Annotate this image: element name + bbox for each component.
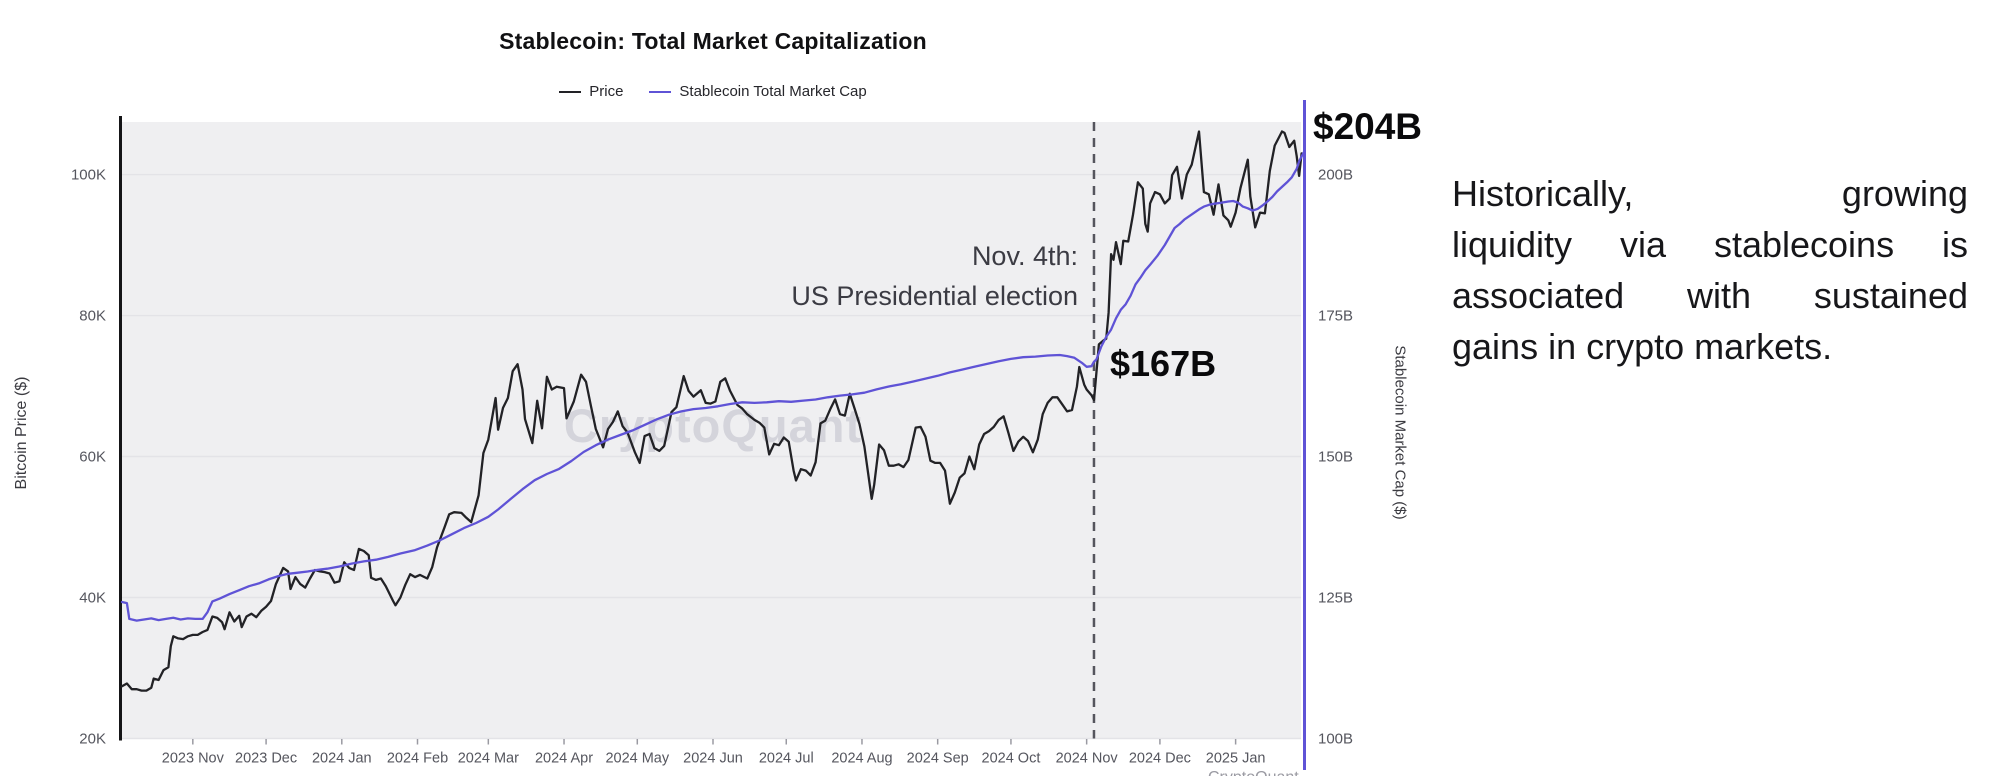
x-tick-label: 2023 Dec xyxy=(235,751,297,767)
stablecoin-cap-line-swatch xyxy=(649,90,672,93)
x-tick-label: 2024 Dec xyxy=(1129,751,1191,767)
legend-item-price: Price xyxy=(559,83,623,100)
chart-legend: Price Stablecoin Total Market Cap xyxy=(122,83,1304,100)
commentary-line: associated with sustained xyxy=(1452,275,1968,316)
x-tick-label: 2024 Mar xyxy=(458,751,519,767)
cropped-credit-text: CryptoQuant xyxy=(1208,769,1299,776)
right-axis-tick-label: 175B xyxy=(1318,307,1353,324)
left-axis-tick-label: 60K xyxy=(79,449,106,466)
x-tick-label: 2025 Jan xyxy=(1206,751,1266,767)
commentary-line: liquidity via stablecoins is xyxy=(1452,224,1968,265)
right-axis-tick-label: 200B xyxy=(1318,166,1353,183)
x-tick-label: 2024 Jul xyxy=(759,751,814,767)
legend-label-stablecoin-cap: Stablecoin Total Market Cap xyxy=(679,83,867,100)
left-axis-tick-label: 40K xyxy=(79,590,106,607)
election-annotation-line2: US Presidential election xyxy=(791,281,1078,311)
chart-title: Stablecoin: Total Market Capitalization xyxy=(499,28,927,54)
price-line xyxy=(120,130,1303,692)
x-tick-label: 2024 Sep xyxy=(907,751,969,767)
x-tick-label: 2023 Nov xyxy=(162,751,225,767)
commentary-line: gains in crypto markets. xyxy=(1452,326,1833,367)
left-axis-tick-label: 80K xyxy=(79,308,106,325)
right-axis-title: Stablecoin Market Cap ($) xyxy=(1391,345,1409,520)
stablecoin-cap-line xyxy=(120,150,1306,622)
election-annotation-line1: Nov. 4th: xyxy=(971,241,1078,271)
x-tick-label: 2024 Feb xyxy=(387,751,448,767)
right-axis-tick-label: 125B xyxy=(1318,589,1353,606)
x-tick-label: 2024 Aug xyxy=(831,751,892,767)
cap-value-at-election: $167B xyxy=(1110,343,1217,384)
commentary-line: Historically, growing xyxy=(1452,173,1968,214)
price-line-swatch xyxy=(559,90,582,93)
x-tick-label: 2024 Nov xyxy=(1056,751,1119,767)
x-tick-label: 2024 May xyxy=(605,751,669,767)
right-axis-tick-label: 150B xyxy=(1318,448,1353,465)
x-tick-label: 2024 Oct xyxy=(982,751,1041,767)
left-axis-title: Bitcoin Price ($) xyxy=(13,376,30,490)
legend-label-price: Price xyxy=(589,83,624,100)
commentary-text: Historically, growing liquidity via stab… xyxy=(1452,168,1968,372)
x-tick-label: 2024 Apr xyxy=(535,751,593,767)
plot-background xyxy=(122,122,1301,739)
right-axis-tick-label: 100B xyxy=(1318,731,1353,748)
cap-value-latest: $204B xyxy=(1313,106,1423,147)
left-axis-tick-label: 20K xyxy=(79,731,106,748)
election-annotation: Nov. 4th: US Presidential election xyxy=(698,236,1078,316)
legend-item-stablecoin-cap: Stablecoin Total Market Cap xyxy=(649,83,867,100)
x-tick-label: 2024 Jan xyxy=(312,751,372,767)
left-axis-tick-label: 100K xyxy=(71,167,106,184)
x-tick-label: 2024 Jun xyxy=(683,751,743,767)
